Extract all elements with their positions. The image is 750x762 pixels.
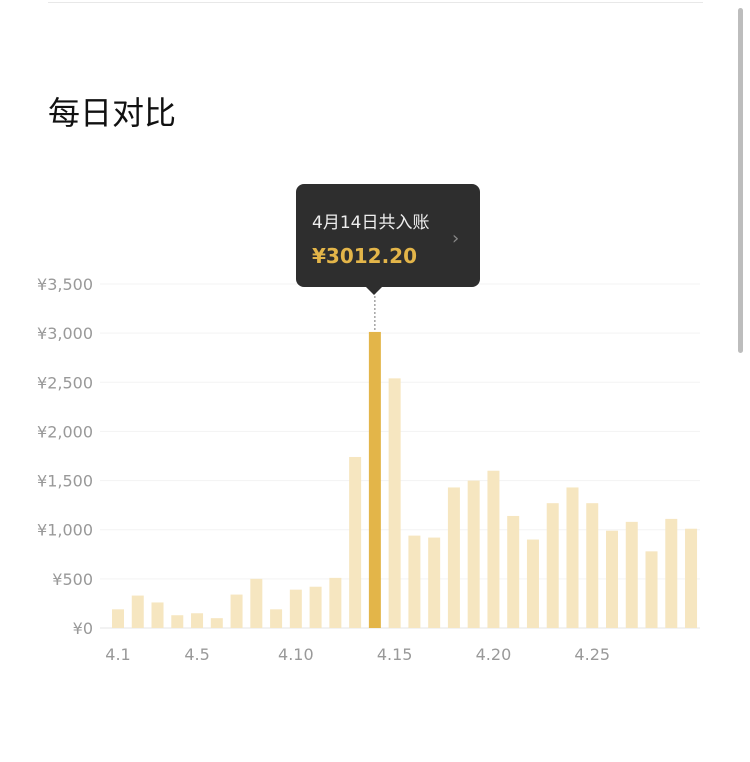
bar	[428, 537, 441, 628]
bar	[131, 595, 144, 628]
bar	[112, 609, 124, 628]
y-tick-label: ¥500	[52, 570, 93, 589]
x-tick-label: 4.20	[476, 645, 512, 664]
bar	[388, 378, 401, 628]
bar	[270, 609, 283, 628]
tooltip-value: ¥3012.20	[312, 244, 418, 268]
bar	[289, 589, 302, 628]
bar	[349, 456, 362, 628]
bar	[586, 503, 599, 628]
bar	[487, 470, 500, 628]
x-tick-label: 4.15	[377, 645, 413, 664]
y-tick-label: ¥1,500	[37, 472, 93, 491]
bar	[507, 515, 520, 628]
x-tick-label: 4.5	[184, 645, 209, 664]
x-tick-label: 4.25	[574, 645, 610, 664]
y-tick-label: ¥3,000	[37, 324, 93, 343]
bar	[447, 487, 460, 628]
bar	[546, 503, 559, 628]
bar	[685, 528, 698, 628]
bar	[526, 539, 539, 628]
bar	[665, 518, 678, 628]
y-tick-label: ¥3,500	[37, 275, 93, 294]
x-tick-label: 4.1	[105, 645, 130, 664]
bar	[606, 530, 618, 628]
bar	[467, 480, 480, 628]
bar	[408, 535, 421, 628]
chevron-right-icon[interactable]: ›	[452, 228, 460, 249]
bar	[250, 578, 263, 628]
y-tick-label: ¥0	[73, 619, 93, 638]
section-title: 每日对比	[48, 94, 177, 132]
top-divider	[48, 2, 703, 3]
bar	[645, 551, 658, 628]
y-tick-label: ¥1,000	[37, 521, 93, 540]
tooltip-pointer	[366, 287, 382, 295]
scrollbar[interactable]	[738, 8, 743, 353]
bar	[151, 602, 164, 628]
tooltip-label: 4月14日共入账	[312, 213, 430, 233]
bar	[210, 618, 223, 628]
x-tick-label: 4.10	[278, 645, 314, 664]
bar	[309, 586, 322, 628]
bar	[329, 577, 342, 628]
y-tick-label: ¥2,000	[37, 422, 93, 441]
y-tick-label: ¥2,500	[37, 373, 93, 392]
bar	[566, 487, 579, 628]
tooltip[interactable]: 4月14日共入账 ¥3012.20 ›	[296, 184, 480, 295]
bar	[171, 615, 184, 628]
bar	[625, 521, 638, 628]
bar	[191, 613, 204, 628]
bar-highlighted	[368, 331, 381, 628]
bar	[230, 594, 243, 628]
